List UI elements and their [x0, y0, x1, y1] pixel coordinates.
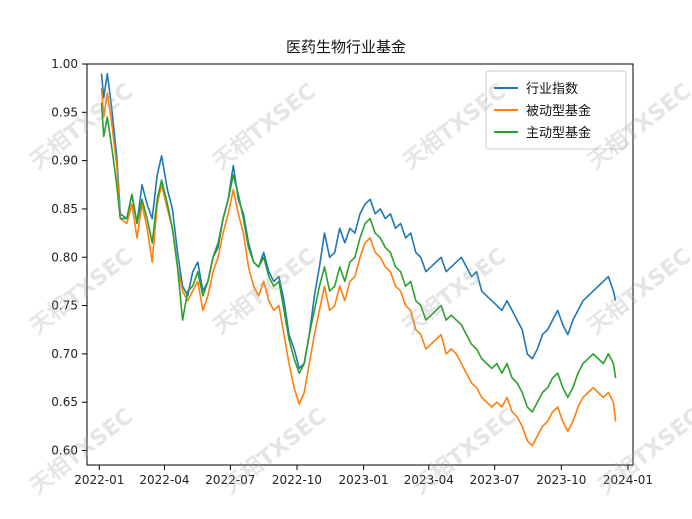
- x-tick-label: 2023-07: [470, 473, 520, 487]
- y-tick-label: 0.75: [51, 299, 78, 313]
- x-axis: 2022-01 2022-04 2022-07 2022-10 2023-01 2023-…: [74, 465, 653, 487]
- y-tick-label: 0.85: [51, 202, 78, 216]
- x-tick-label: 2022-04: [139, 473, 189, 487]
- x-tick-label: 2023-01: [339, 473, 389, 487]
- x-tick-label: 2022-10: [272, 473, 322, 487]
- y-axis: 1.00 0.95 0.90 0.85 0.80 0.75 0.70 0.65 0.60: [51, 57, 87, 458]
- y-tick-label: 0.70: [51, 347, 78, 361]
- y-tick-label: 0.80: [51, 250, 78, 264]
- x-tick-label: 2022-07: [205, 473, 255, 487]
- plot-frame: [86, 63, 634, 466]
- y-tick-label: 0.65: [51, 395, 78, 409]
- plot-lines: [100, 72, 617, 447]
- series-line-2: [100, 88, 617, 447]
- legend-label: 主动型基金: [526, 125, 591, 141]
- y-tick-label: 0.60: [51, 444, 78, 458]
- legend-label: 行业指数: [526, 82, 578, 97]
- x-tick-label: 2024-01: [603, 473, 653, 487]
- legend-label: 被动型基金: [526, 103, 591, 119]
- y-tick-label: 0.95: [51, 105, 78, 119]
- x-tick-label: 2023-04: [404, 473, 454, 487]
- y-tick-label: 1.00: [51, 57, 78, 71]
- legend-box: [485, 70, 627, 150]
- series-line-3: [100, 102, 617, 413]
- x-tick-label: 2022-01: [74, 473, 124, 487]
- y-tick-label: 0.90: [51, 154, 78, 168]
- series-line-1: [100, 72, 617, 370]
- x-tick-label: 2023-10: [536, 473, 586, 487]
- chart-title: 医药生物行业基金: [286, 38, 406, 56]
